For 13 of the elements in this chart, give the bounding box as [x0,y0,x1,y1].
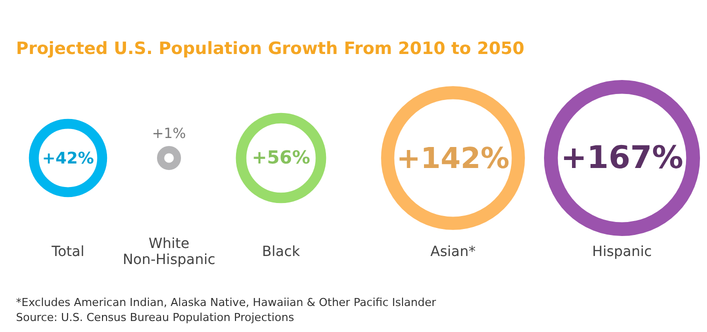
data-label: +1% [152,126,186,142]
data-label: +167% [560,140,684,176]
data-label: +56% [252,148,310,168]
data-label: +42% [42,148,94,168]
category-label: Hispanic [592,244,652,260]
category-label: Black [262,244,301,260]
text: *Excludes American Indian, Alaska Native, Hawaiian & Other Pacific Islander [16,296,437,309]
source-note: Source: U.S. Census Bureau Population Projections [16,311,294,324]
category-label: Total [50,244,84,260]
category-label: Asian* [430,244,476,260]
data-label: +142% [396,141,510,175]
category-label: White Non-Hispanic [122,236,216,268]
text: Projected U.S. Population Growth From 2010 to 2050 [16,39,524,59]
